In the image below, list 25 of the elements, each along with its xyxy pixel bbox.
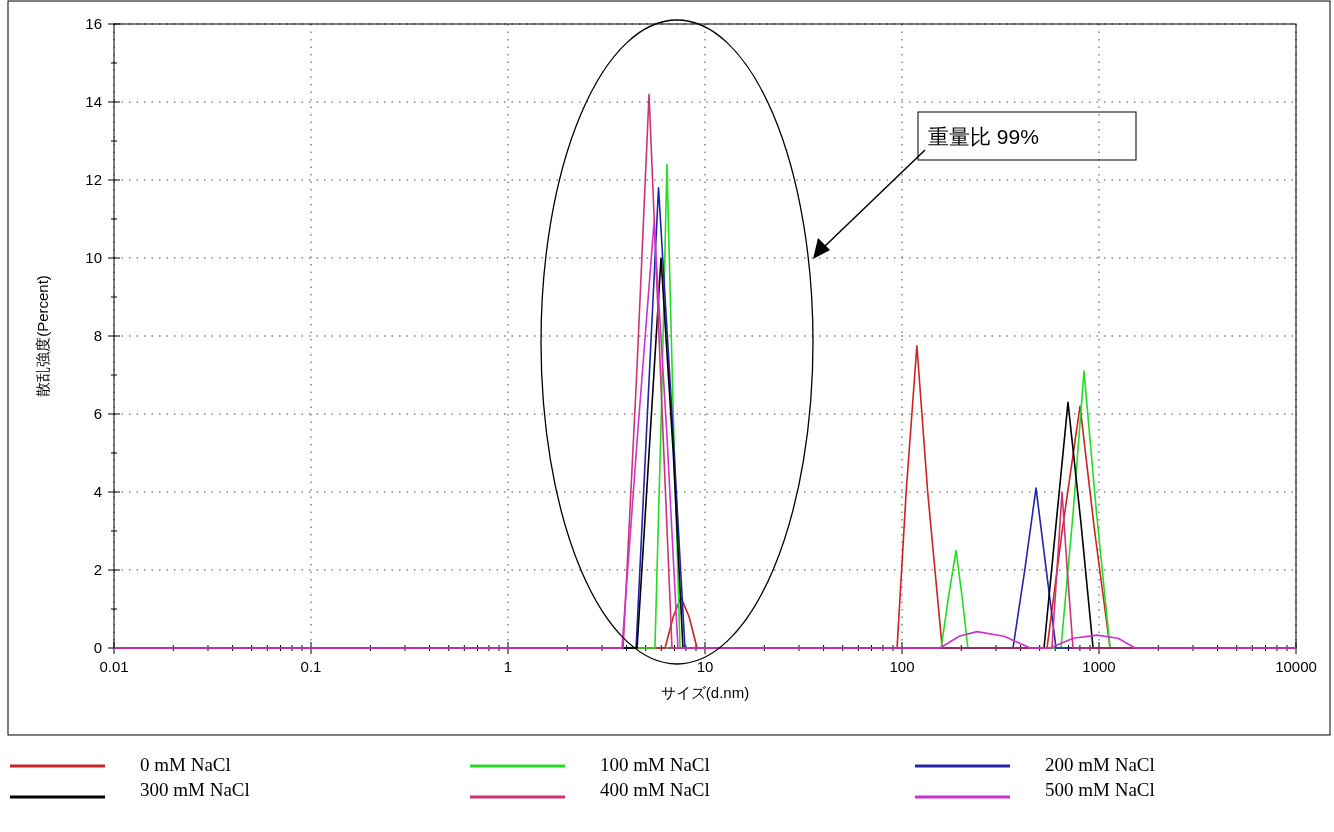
y-tick-label: 0	[93, 639, 102, 656]
legend-label: 400 mM NaCl	[600, 779, 710, 800]
x-tick-label: 1000	[1082, 658, 1116, 675]
y-tick-label: 10	[85, 249, 102, 266]
x-tick-label: 10	[696, 658, 714, 675]
x-tick-label: 0.01	[99, 658, 129, 675]
y-tick-label: 14	[85, 93, 102, 110]
x-axis-title: サイズ(d.nm)	[660, 684, 750, 701]
x-tick-label: 0.1	[300, 658, 322, 675]
annotation: 重量比 99%	[928, 125, 1039, 148]
x-tick-label: 1	[503, 658, 513, 675]
y-tick-label: 12	[85, 171, 102, 188]
y-tick-label: 6	[93, 405, 102, 422]
legend-label: 0 mM NaCl	[140, 754, 231, 775]
y-axis-title: 散乱強度(Percent)	[34, 275, 51, 397]
legend-label: 100 mM NaCl	[600, 754, 710, 775]
legend-label: 300 mM NaCl	[140, 779, 250, 800]
y-tick-label: 8	[93, 327, 102, 344]
legend-label: 200 mM NaCl	[1045, 754, 1155, 775]
legend-label: 500 mM NaCl	[1045, 779, 1155, 800]
y-tick-label: 16	[85, 15, 102, 32]
x-tick-label: 100	[889, 658, 915, 675]
y-tick-label: 2	[93, 561, 102, 578]
x-tick-label: 10000	[1275, 658, 1317, 675]
y-tick-label: 4	[93, 483, 102, 500]
